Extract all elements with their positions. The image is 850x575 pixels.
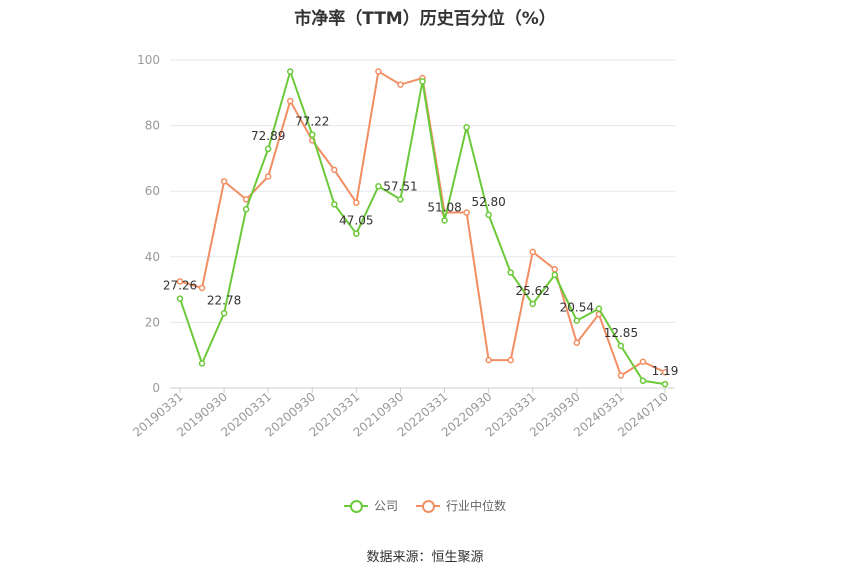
- data-point-company: [639, 377, 647, 385]
- legend-dot-industry: [422, 499, 435, 513]
- data-point-industry: [375, 68, 382, 75]
- legend-item-industry[interactable]: 行业中位数: [416, 497, 506, 514]
- legend-swatch-industry: [416, 499, 440, 513]
- series-line-company: [179, 70, 666, 386]
- data-point-industry: [661, 369, 669, 376]
- y-tick-label: 20: [145, 315, 160, 329]
- data-label: 1.19: [652, 364, 679, 378]
- data-point-company: [286, 68, 294, 75]
- data-label: 57.51: [383, 179, 417, 193]
- data-label: 27.26: [163, 279, 197, 293]
- legend-label-company: 公司: [373, 499, 398, 513]
- data-point-industry: [220, 178, 228, 185]
- y-tick-label: 0: [152, 381, 160, 395]
- data-label: 47.05: [339, 214, 373, 228]
- data-point-company: [375, 183, 382, 190]
- data-point-company: [507, 269, 514, 276]
- data-point-company: [529, 300, 536, 308]
- data-point-company: [551, 271, 559, 279]
- data-point-company: [595, 305, 603, 312]
- data-label: 25.62: [516, 284, 550, 298]
- y-tick-label: 80: [145, 119, 160, 133]
- data-point-company: [485, 211, 492, 219]
- data-point-company: [617, 342, 625, 350]
- data-label: 12.85: [604, 326, 638, 340]
- legend: 公司 行业中位数: [0, 497, 850, 514]
- data-point-industry: [353, 199, 360, 206]
- data-point-company: [264, 145, 272, 153]
- data-point-company: [419, 78, 426, 85]
- y-tick-label: 100: [137, 53, 160, 67]
- data-point-company: [198, 360, 206, 367]
- legend-label-industry: 行业中位数: [446, 499, 507, 513]
- data-label: 72.89: [251, 129, 285, 143]
- chart-title: 市净率（TTM）历史百分位（%）: [294, 9, 556, 29]
- data-point-industry: [176, 278, 184, 285]
- legend-item-company[interactable]: 公司: [343, 497, 398, 514]
- data-source: 数据来源：恒生聚源: [366, 550, 484, 565]
- data-point-industry: [485, 356, 492, 364]
- legend-swatch-company: [343, 499, 368, 513]
- data-label: 51.08: [427, 200, 461, 214]
- data-point-company: [441, 217, 448, 224]
- data-point-industry: [529, 248, 536, 256]
- data-point-company: [397, 196, 404, 203]
- data-point-company: [353, 230, 360, 237]
- data-point-industry: [242, 196, 250, 203]
- data-point-company: [463, 123, 470, 131]
- data-label: 22.78: [207, 293, 241, 307]
- data-point-industry: [331, 166, 338, 174]
- data-point-company: [331, 201, 338, 208]
- data-point-company: [309, 131, 316, 138]
- data-label: 52.80: [471, 195, 505, 209]
- data-point-company: [573, 317, 581, 324]
- data-point-industry: [397, 81, 404, 88]
- y-tick-label: 60: [145, 184, 160, 198]
- data-point-industry: [286, 97, 294, 105]
- data-point-company: [242, 205, 250, 213]
- data-point-industry: [198, 284, 206, 292]
- y-tick-label: 40: [145, 250, 160, 264]
- data-point-industry: [573, 339, 581, 346]
- series-line-industry: [179, 70, 666, 377]
- data-point-industry: [264, 173, 272, 180]
- data-point-industry: [507, 356, 514, 364]
- line-chart: 0204060801002019033120190930202003312020…: [130, 53, 679, 440]
- legend-dot-company: [349, 499, 363, 513]
- data-point-industry: [617, 372, 625, 379]
- data-label: 77.22: [295, 115, 329, 129]
- data-point-industry: [463, 209, 470, 216]
- data-point-industry: [639, 358, 647, 366]
- data-point-company: [176, 295, 184, 302]
- data-point-company: [661, 380, 669, 388]
- data-label: 20.54: [560, 301, 594, 315]
- data-point-industry: [551, 266, 559, 273]
- data-point-company: [220, 310, 228, 317]
